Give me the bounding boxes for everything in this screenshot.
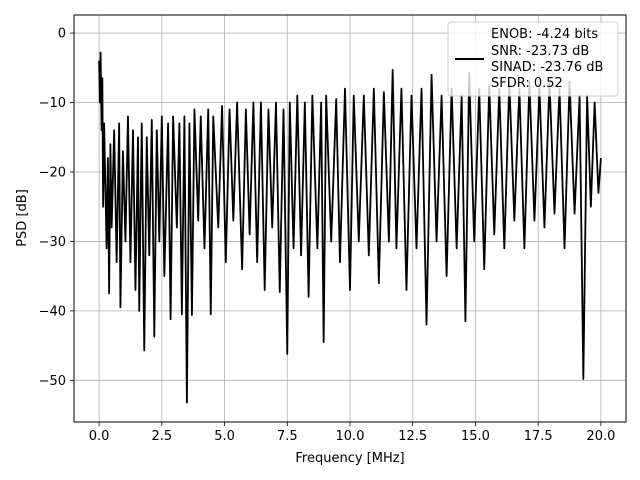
y-axis-label: PSD [dB] [15,189,30,247]
y-tick-label: −30 [39,235,66,250]
legend: ENOB: -4.24 bits SNR: -23.73 dB SINAD: -… [447,21,619,97]
legend-entry-sinad: SINAD: -23.76 dB [491,60,603,75]
x-tick-label: 0.0 [89,429,110,444]
y-tick-label: −20 [39,165,66,180]
psd-series-line [98,51,602,404]
legend-entry-sfdr: SFDR: 0.52 [491,76,563,91]
x-tick-label: 20.0 [586,429,615,444]
x-tick-label: 15.0 [461,429,490,444]
y-tick-label: −10 [39,96,66,111]
legend-box [447,21,619,97]
y-tick-label: −40 [39,304,66,319]
y-tick-label: 0 [58,27,66,42]
x-tick-label: 5.0 [214,429,235,444]
y-tick-label: −50 [39,374,66,389]
legend-entry-enob: ENOB: -4.24 bits [491,27,598,42]
x-axis-label: Frequency [MHz] [295,451,404,466]
legend-entry-snr: SNR: -23.73 dB [491,44,589,59]
x-tick-label: 10.0 [336,429,365,444]
x-tick-label: 12.5 [398,429,427,444]
series-layer [98,51,602,404]
x-tick-label: 2.5 [151,429,172,444]
tick-layer: 0.0 2.5 5.0 7.5 10.0 12.5 15.0 17.5 20.0 0 −10 −20 −… [39,27,616,444]
x-tick-label: 7.5 [277,429,298,444]
x-tick-label: 17.5 [524,429,553,444]
